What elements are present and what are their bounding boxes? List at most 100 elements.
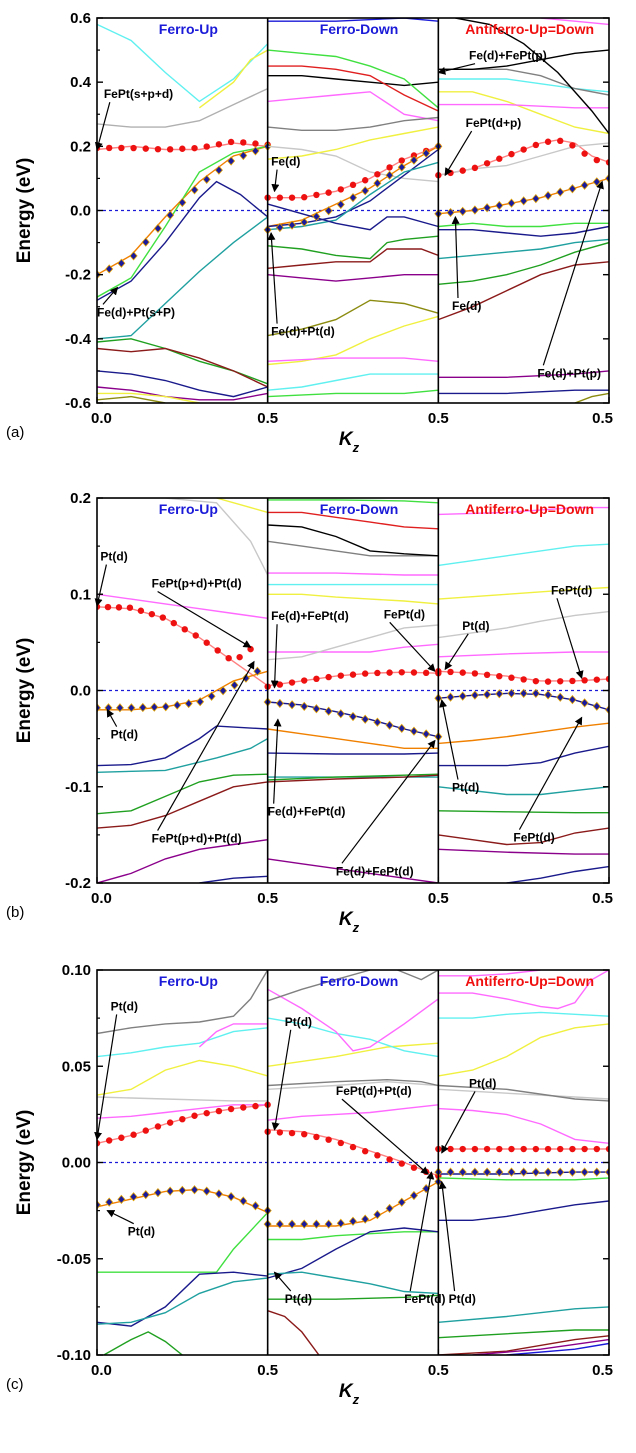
band-line [198,49,269,109]
highlight-dot [288,679,296,686]
band-line [438,848,609,855]
highlight-diamond [227,156,236,166]
highlight-diamond [531,1167,540,1177]
annotation-arrow [106,708,118,727]
band-line [267,248,439,269]
highlight-dot [386,669,393,676]
x-axis-title: Kz [339,1381,360,1407]
highlight-diamond [348,711,358,722]
band-line [438,91,609,135]
band-line [438,78,609,93]
highlight-dot [301,1130,308,1138]
highlight-diamond [190,1185,199,1195]
x-tick-label: 0.5 [428,890,449,907]
annotation-arrow [267,231,278,324]
band-line [438,389,609,395]
y-tick-label: -0.4 [65,331,92,348]
highlight-dot [471,1145,479,1153]
highlight-dot [532,141,540,149]
highlight-diamond [495,200,504,211]
x-tick-label: 0.5 [257,410,278,427]
highlight-diamond [544,690,553,700]
highlight-diamond [409,1190,418,1201]
highlight-diamond [300,217,309,227]
highlight-dot [252,140,259,147]
highlight-dot [142,1127,149,1134]
band-line [267,1294,439,1300]
band-line [267,643,439,653]
highlight-diamond [568,1167,577,1177]
highlight-dot [471,670,479,677]
annotation-arrow [542,180,604,366]
panel-b: Ferro-Up Pt(d) FePt(p+d)+Pt(d) Pt(d) FePt(p+… [6,490,613,935]
annotation-label: Pt(d) [452,781,479,795]
highlight-diamond [300,1219,309,1229]
annotation-arrow [94,564,107,607]
highlight-dot [483,671,491,679]
subplot-title: Ferro-Down [320,973,399,989]
highlight-dot [483,1145,491,1153]
highlight-dot [166,1119,174,1126]
annotation-label: Fe(d)+Pt(d) [271,325,335,339]
highlight-diamond [288,220,297,230]
highlight-diamond [115,703,124,713]
band-line [267,1080,439,1090]
highlight-dot [236,653,243,661]
highlight-diamond [556,187,565,197]
highlight-diamond [117,1194,126,1204]
highlight-diamond [214,1189,223,1199]
highlight-dot [544,138,552,145]
highlight-dot [203,1109,210,1117]
annotation-arrow [439,699,459,780]
highlight-dot [154,1123,162,1130]
annotation-arrow [270,624,279,689]
band-line [438,610,609,639]
highlight-diamond [483,203,492,213]
band-line [97,773,268,815]
annotation-arrow [556,598,584,679]
band-line [574,392,609,403]
highlight-dot [361,177,369,184]
highlight-dot [288,1129,296,1137]
subplot-title: Ferro-Up [159,501,218,517]
annotation-label: FePt(p+d)+Pt(d) [152,832,242,846]
highlight-dot [214,647,221,654]
annotation-label: Fe(d) [452,299,481,313]
band-line [97,216,269,340]
band-line [438,1084,609,1102]
highlight-diamond [214,165,223,175]
subplot-antiferro-up-down [434,970,609,1355]
highlight-dot [447,668,454,676]
highlight-diamond [348,193,358,203]
band-line [267,1042,439,1067]
band-line [267,65,439,112]
band-line [438,543,609,567]
subplot-title: Antiferro-Up=Down [465,973,594,989]
highlight-dot [118,1134,125,1141]
annotation-label: FePt(d) [513,831,554,845]
y-tick-label: 0.2 [70,138,91,155]
band-line [438,1306,609,1323]
x-tick-label: 0.0 [91,410,112,427]
band-line [438,722,609,745]
band-line [438,651,609,658]
y-tick-label: 0.6 [70,10,91,27]
x-axis-title: Kz [339,429,360,455]
highlight-diamond [300,701,309,711]
y-tick-label: 0.4 [70,74,92,91]
band-line [267,161,439,231]
annotation-arrow [437,63,476,75]
band-line [506,865,609,883]
highlight-dot [225,654,232,662]
highlight-diamond [568,695,577,705]
highlight-dot [483,160,491,167]
band-line [267,1227,439,1279]
annotation-arrow [518,716,583,830]
annotation-label: Fe(d)+FePt(d) [271,609,349,623]
highlight-diamond [531,688,540,698]
x-tick-label: 0.5 [592,1362,613,1379]
highlight-dot [301,677,308,684]
highlight-dot [581,150,588,157]
highlight-dot [148,610,156,618]
highlight-dot [142,145,149,152]
